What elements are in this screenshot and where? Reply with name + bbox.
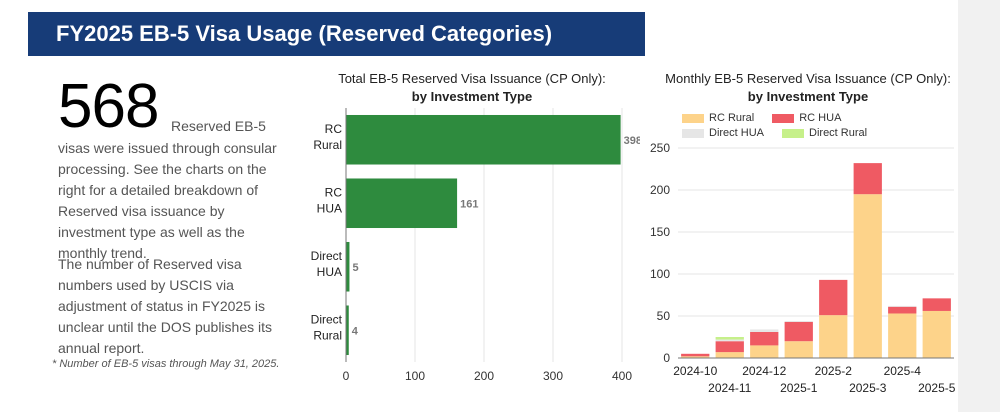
chart2-bar-segment <box>784 321 813 322</box>
chart2-bar-segment <box>888 306 917 314</box>
legend-label: RC Rural <box>709 112 755 124</box>
chart1-category-label: Rural <box>313 328 342 342</box>
chart2-x-tick-label: 2025-3 <box>849 381 887 395</box>
chart2-bar-segment <box>784 341 813 358</box>
chart2-x-tick-label: 2025-1 <box>780 381 818 395</box>
chart2-bar-segment <box>784 321 813 342</box>
chart2-title-block: Monthly EB-5 Reserved Visa Issuance (CP … <box>660 70 956 106</box>
chart1-subtitle: by Investment Type <box>411 89 533 104</box>
legend-swatch <box>772 113 795 123</box>
chart2-x-tick-label: 2024-12 <box>742 364 786 378</box>
chart2-bar-segment <box>715 352 744 358</box>
chart1-category-label: RC <box>325 122 343 136</box>
chart1-title-block: Total EB-5 Reserved Visa Issuance (CP On… <box>316 70 628 106</box>
chart1-data-label: 5 <box>352 262 358 274</box>
chart1-x-tick-label: 300 <box>543 369 563 383</box>
chart2-y-tick-label: 200 <box>650 183 670 197</box>
stat-text-first-line: Reserved EB-5 <box>171 118 266 134</box>
chart1-title: Total EB-5 Reserved Visa Issuance (CP On… <box>338 71 606 86</box>
chart1-data-label: 4 <box>352 325 359 337</box>
chart1-category-label: HUA <box>317 201 342 215</box>
chart2-bar-segment <box>750 329 779 332</box>
chart1-x-tick-label: 200 <box>474 369 494 383</box>
chart2-bar-segment <box>750 331 779 346</box>
chart1-x-tick-label: 100 <box>405 369 425 383</box>
footnote: * Number of EB-5 visas through May 31, 2… <box>52 358 280 370</box>
chart2-bar-segment <box>715 339 744 342</box>
chart2-y-tick-label: 150 <box>650 225 670 239</box>
chart1-category-label: Direct <box>311 249 343 263</box>
chart2-y-tick-label: 250 <box>650 141 670 155</box>
chart2-y-tick-label: 0 <box>663 351 670 365</box>
legend-item: Direct Rural <box>782 127 867 139</box>
chart2-title: Monthly EB-5 Reserved Visa Issuance (CP … <box>665 71 951 86</box>
chart1-category-label: HUA <box>317 265 342 279</box>
chart2-x-tick-label: 2025-5 <box>918 381 956 395</box>
chart1-category-label: Direct <box>311 312 343 326</box>
monthly-stacked-bar-chart: 0 50 100 150 200 250 2024-10 2024-11 2024-12 2025… <box>650 141 956 395</box>
chart2-bar-segment <box>853 163 882 195</box>
chart1-bar <box>346 114 621 165</box>
chart2-bar-segment <box>888 313 917 358</box>
chart2-bar-segment <box>681 356 710 358</box>
legend-label: Direct Rural <box>809 127 868 139</box>
chart1-data-label: 161 <box>460 198 478 210</box>
page-title: FY2025 EB-5 Visa Usage (Reserved Categor… <box>28 12 645 56</box>
legend-swatch <box>682 113 704 123</box>
chart2-bar-segment <box>922 310 951 358</box>
legend-swatch <box>782 128 805 138</box>
chart2-x-tick-label: 2025-2 <box>815 364 853 378</box>
chart2-bar-segment <box>888 305 917 307</box>
chart2-bar-segment <box>750 345 779 358</box>
legend-label: Direct HUA <box>709 127 765 139</box>
chart2-bar-segment <box>681 353 710 357</box>
chart1-bar <box>346 305 349 356</box>
right-edge-panel <box>958 0 1000 412</box>
chart2-bar-segment <box>715 337 744 340</box>
legend-item: RC Rural <box>682 112 754 124</box>
chart1-bar <box>346 178 458 229</box>
chart2-bar-segment <box>715 341 744 353</box>
chart1-x-tick-label: 400 <box>612 369 632 383</box>
chart2-y-tick-label: 100 <box>650 267 670 281</box>
chart2-subtitle: by Investment Type <box>747 89 869 104</box>
chart2-x-tick-label: 2024-10 <box>673 364 717 378</box>
chart2-bar-segment <box>819 279 848 316</box>
chart2-x-tick-label: 2025-4 <box>884 364 922 378</box>
chart2-bar-segment <box>853 194 882 358</box>
chart1-category-label: Rural <box>313 138 342 152</box>
chart1-data-label: 398 <box>624 135 640 147</box>
chart1-category-label: RC <box>325 185 343 199</box>
stat-description: visas were issued through consular proce… <box>58 140 277 261</box>
chart2-bar-segment <box>922 298 951 311</box>
chart2-bar-segment <box>819 315 848 358</box>
legend-item: Direct HUA <box>682 127 764 139</box>
chart1-bar <box>346 241 350 292</box>
chart2-y-tick-label: 50 <box>657 309 671 323</box>
total-visas-number: 568 <box>58 72 159 141</box>
legend-item: RC HUA <box>772 112 841 124</box>
chart2-legend: RC Rural RC HUA Direct HUA Direct Rural <box>682 112 932 142</box>
chart1-x-tick-label: 0 <box>343 369 350 383</box>
legend-swatch <box>682 128 704 138</box>
uscis-note: The number of Reserved visa numbers used… <box>58 256 272 356</box>
chart2-x-tick-label: 2024-11 <box>708 381 751 395</box>
investment-type-bar-chart: 0 100 200 300 400 398 RC Rural 161 RC HUA 5 Direct HU… <box>311 108 640 383</box>
legend-label: RC HUA <box>799 112 842 124</box>
